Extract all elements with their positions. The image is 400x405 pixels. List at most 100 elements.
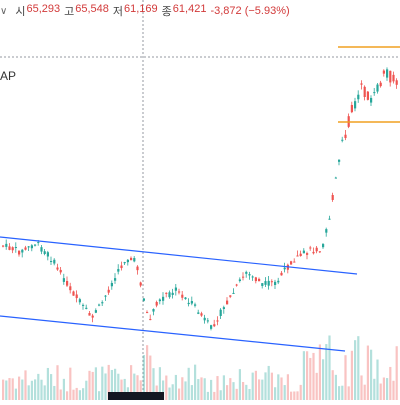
volume-bar bbox=[235, 388, 238, 400]
volume-bar bbox=[229, 378, 232, 400]
volume-bar bbox=[363, 384, 366, 400]
candle-body bbox=[43, 251, 46, 254]
volume-bar bbox=[312, 352, 315, 400]
volume-bar bbox=[238, 369, 241, 400]
volume-bar bbox=[37, 373, 40, 400]
volume-bar bbox=[293, 391, 296, 400]
candle-body bbox=[62, 278, 65, 282]
candle-body bbox=[299, 253, 302, 257]
high-value: 고 65,548 bbox=[64, 3, 109, 18]
volume-bar bbox=[226, 385, 229, 400]
candle-body bbox=[2, 245, 5, 247]
volume-bar bbox=[162, 380, 165, 400]
volume-bar bbox=[200, 377, 203, 400]
volume-bar bbox=[338, 386, 341, 400]
volume-bar bbox=[53, 385, 56, 400]
candle-body bbox=[226, 300, 229, 305]
volume-bar bbox=[11, 378, 14, 400]
volume-bar bbox=[245, 384, 248, 400]
volume-bar bbox=[270, 372, 273, 400]
candle-body bbox=[197, 312, 200, 314]
volume-bar bbox=[274, 387, 277, 400]
volume-bar bbox=[85, 380, 88, 400]
volume-bar bbox=[69, 367, 72, 400]
volume-bar bbox=[187, 367, 190, 400]
volume-bar bbox=[82, 388, 85, 400]
volume-bar bbox=[50, 374, 53, 400]
candle-body bbox=[379, 82, 382, 87]
volume-bar bbox=[107, 364, 110, 400]
candle-body bbox=[309, 247, 312, 249]
candle-body bbox=[171, 292, 174, 295]
volume-bar bbox=[190, 385, 193, 400]
volume-bar bbox=[88, 370, 91, 400]
candle-body bbox=[94, 310, 97, 313]
candle-body bbox=[235, 284, 238, 286]
volume-bar bbox=[94, 367, 97, 400]
candle-body bbox=[386, 69, 389, 78]
crosshair-time-label bbox=[108, 392, 164, 400]
candle-body bbox=[328, 218, 331, 220]
volume-bar bbox=[171, 384, 174, 400]
volume-bar bbox=[5, 380, 8, 400]
candle-body bbox=[126, 259, 129, 263]
lower-trendline[interactable] bbox=[0, 315, 346, 352]
candle-body bbox=[50, 260, 53, 262]
candle-body bbox=[27, 246, 30, 248]
volume-bar bbox=[104, 373, 107, 400]
volume-bar bbox=[194, 364, 197, 400]
volume-bar bbox=[379, 383, 382, 400]
candle-body bbox=[158, 299, 161, 302]
candle-body bbox=[59, 269, 62, 273]
volume-bar bbox=[117, 373, 120, 400]
volume-bar bbox=[306, 351, 309, 400]
candle-body bbox=[200, 313, 203, 316]
candle-body bbox=[110, 282, 113, 287]
candle-body bbox=[370, 97, 373, 103]
volume-bar bbox=[354, 340, 357, 400]
candle-body bbox=[242, 276, 245, 278]
volume-bar bbox=[395, 346, 398, 400]
candle-body bbox=[82, 304, 85, 306]
candle-body bbox=[56, 267, 59, 270]
volume-bar bbox=[197, 379, 200, 400]
volume-bar bbox=[280, 377, 283, 400]
volume-bar bbox=[152, 368, 155, 400]
candle-body bbox=[389, 70, 392, 83]
volume-bars bbox=[2, 335, 398, 400]
change-value: -3,872 (−5.93%) bbox=[210, 5, 290, 17]
volume-bar bbox=[286, 374, 289, 400]
candle-body bbox=[123, 262, 126, 264]
chevron-down-icon[interactable]: ∨ bbox=[0, 5, 8, 17]
upper-trendline[interactable] bbox=[0, 236, 358, 275]
candle-body bbox=[382, 70, 385, 74]
candle-body bbox=[174, 287, 177, 291]
candle-body bbox=[98, 304, 101, 306]
volume-bar bbox=[98, 391, 101, 400]
volume-bar bbox=[72, 389, 75, 400]
volume-bar bbox=[8, 378, 11, 400]
candle-body bbox=[270, 281, 273, 283]
candle-body bbox=[312, 251, 315, 254]
candle-body bbox=[85, 307, 88, 309]
candle-body bbox=[357, 94, 360, 100]
candle-body bbox=[181, 294, 184, 298]
volume-bar bbox=[30, 380, 33, 400]
candle-body bbox=[306, 253, 309, 255]
candle-body bbox=[149, 319, 152, 321]
candle-body bbox=[360, 83, 363, 85]
candle-body bbox=[104, 295, 107, 297]
candle-body bbox=[222, 307, 225, 310]
candle-body bbox=[373, 92, 376, 94]
volume-bar bbox=[114, 368, 117, 400]
volume-bar bbox=[344, 355, 347, 400]
candle-body bbox=[264, 281, 267, 285]
candle-body bbox=[210, 325, 213, 329]
volume-bar bbox=[40, 379, 43, 400]
volume-bar bbox=[34, 379, 37, 400]
volume-bar bbox=[46, 367, 49, 400]
volume-bar bbox=[75, 387, 78, 400]
volume-bar bbox=[315, 372, 318, 400]
